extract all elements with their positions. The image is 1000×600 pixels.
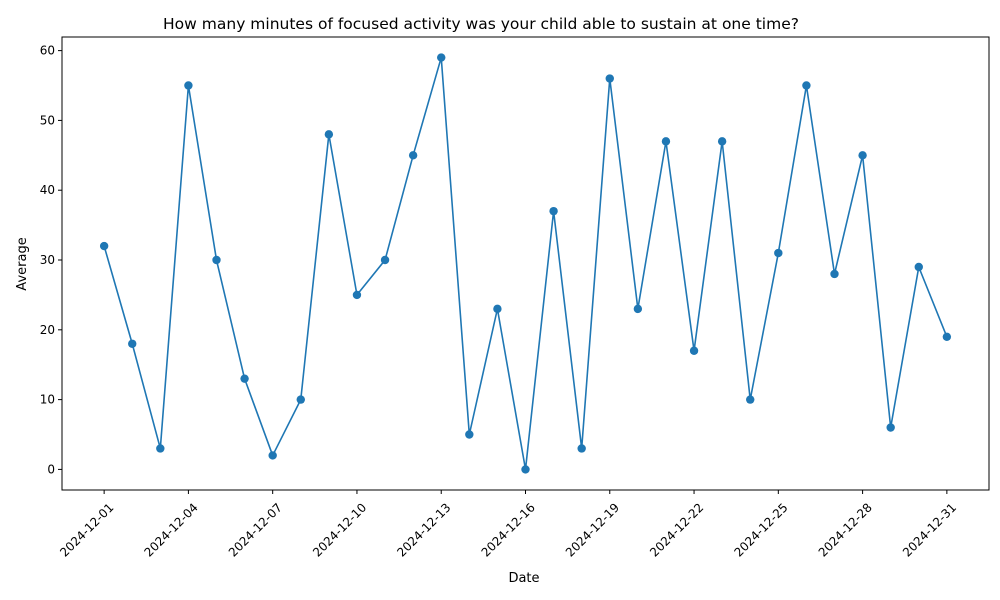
data-point (605, 74, 614, 83)
y-axis-ticks: 0 10 20 30 40 50 60 (40, 44, 62, 476)
y-tick-label: 0 (47, 462, 55, 476)
data-point (549, 206, 558, 216)
data-point (156, 444, 165, 453)
y-tick-label: 10 (40, 393, 55, 407)
x-axis-ticks: 2024-12-01 2024-12-04 2024-12-07 2024-12-10… (57, 490, 959, 560)
data-point (661, 137, 671, 146)
data-point (886, 423, 895, 432)
x-tick-label: 2024-12-01 (57, 500, 116, 559)
x-tick-label: 2024-12-22 (647, 500, 706, 559)
data-point (296, 395, 305, 404)
data-point (324, 130, 334, 139)
data-point (212, 255, 221, 265)
data-point (633, 304, 643, 314)
x-tick-label: 2024-12-19 (563, 500, 622, 559)
data-point (268, 451, 277, 460)
y-tick-label: 50 (40, 113, 55, 127)
x-tick-label: 2024-12-04 (142, 500, 201, 559)
x-tick-label: 2024-12-07 (226, 500, 285, 559)
axes-frame (61, 36, 990, 491)
data-point (802, 81, 811, 90)
y-tick-label: 20 (40, 323, 55, 337)
data-point (408, 151, 418, 160)
data-point (830, 269, 839, 279)
data-point (128, 339, 137, 348)
data-point (914, 262, 923, 272)
data-point (858, 151, 867, 160)
data-point (774, 248, 783, 258)
data-point (717, 137, 727, 146)
plot-area (99, 53, 952, 474)
x-tick-label: 2024-12-25 (731, 500, 790, 559)
data-point (240, 374, 249, 383)
x-tick-label: 2024-12-16 (479, 500, 538, 559)
data-point (465, 430, 474, 439)
data-point (577, 444, 586, 453)
x-axis-label: Date (508, 571, 539, 586)
x-tick-label: 2024-12-13 (394, 500, 453, 559)
chart-title: How many minutes of focused activity was… (163, 15, 799, 33)
y-tick-label: 60 (40, 44, 55, 58)
data-point (493, 304, 502, 314)
data-point (942, 332, 952, 341)
data-point (437, 53, 446, 62)
data-point (99, 241, 109, 251)
data-point (521, 465, 530, 474)
data-point (746, 395, 755, 404)
data-point (380, 255, 390, 265)
x-tick-label: 2024-12-31 (900, 500, 959, 559)
y-tick-label: 40 (40, 183, 55, 197)
x-tick-label: 2024-12-28 (816, 500, 875, 559)
series-line (103, 56, 948, 471)
x-tick-label: 2024-12-10 (310, 500, 369, 559)
data-point (689, 346, 699, 355)
y-axis-label: Average (15, 237, 30, 290)
y-tick-label: 30 (40, 253, 55, 267)
data-point (184, 81, 193, 90)
data-point (352, 290, 362, 300)
